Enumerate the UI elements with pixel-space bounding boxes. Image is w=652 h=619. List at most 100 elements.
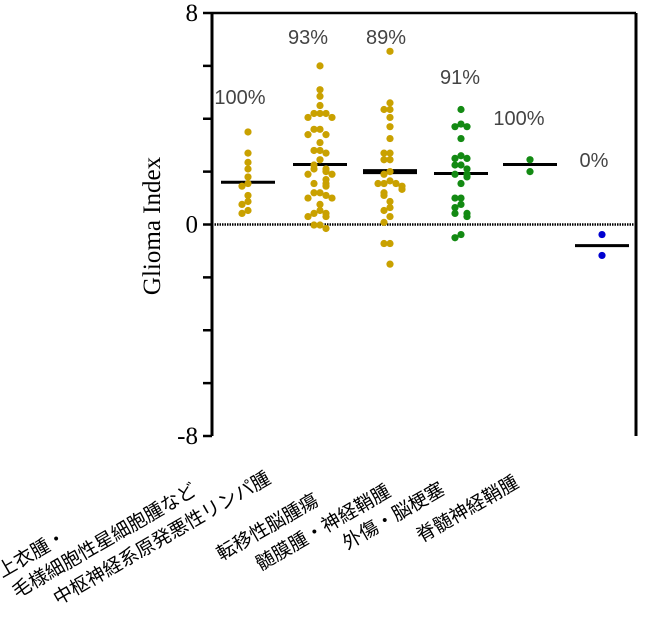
- data-point: [310, 209, 318, 217]
- y-axis: 8 0 -8: [177, 0, 212, 450]
- data-point: [463, 212, 471, 221]
- data-point: [451, 234, 459, 242]
- data-point: [386, 203, 394, 212]
- data-point: [380, 239, 388, 248]
- data-point: [244, 149, 252, 157]
- data-point: [451, 154, 459, 163]
- data-point: [304, 194, 312, 202]
- data-point: [316, 109, 324, 118]
- data-point: [463, 154, 471, 163]
- group-6: 0%: [575, 150, 629, 260]
- data-point: [304, 170, 312, 178]
- data-point: [316, 138, 324, 147]
- data-point: [392, 179, 400, 188]
- x-axis-labels: 上衣腫・毛様細胞性星細胞腫など中枢神経系原発悪性リンパ腫転移性脳腫瘍髄膜腫・神経…: [0, 467, 523, 610]
- data-point: [328, 170, 336, 178]
- data-point: [451, 161, 459, 169]
- group-5: 100%: [493, 108, 557, 176]
- data-point: [386, 105, 394, 114]
- data-point: [316, 125, 324, 133]
- y-tick-label: 8: [186, 0, 199, 27]
- data-point: [316, 156, 324, 164]
- data-point: [380, 218, 388, 226]
- data-point: [244, 179, 252, 188]
- data-point: [386, 168, 394, 176]
- data-point: [380, 170, 388, 178]
- data-point: [244, 158, 252, 166]
- data-point: [316, 86, 324, 94]
- data-point: [244, 206, 252, 215]
- data-point: [316, 206, 324, 215]
- data-point: [386, 156, 394, 164]
- data-point: [457, 120, 465, 128]
- group-1: 100%: [214, 87, 275, 217]
- data-point: [386, 47, 394, 55]
- data-point: [322, 224, 330, 233]
- data-point: [451, 194, 459, 202]
- data-point: [380, 191, 388, 200]
- data-point: [244, 128, 252, 136]
- data-point: [244, 191, 252, 200]
- percent-label: 0%: [580, 150, 609, 172]
- data-point: [322, 131, 330, 139]
- data-point: [457, 194, 465, 202]
- data-point: [310, 179, 318, 188]
- data-point: [310, 221, 318, 229]
- data-point: [244, 197, 252, 206]
- data-point: [386, 197, 394, 206]
- data-point: [380, 206, 388, 215]
- data-point: [380, 105, 388, 114]
- data-point: [322, 109, 330, 118]
- data-point: [322, 212, 330, 221]
- data-point: [328, 194, 336, 202]
- data-point: [457, 200, 465, 209]
- data-point: [310, 165, 318, 173]
- data-point: [398, 185, 406, 193]
- data-point: [386, 177, 394, 185]
- y-tick-label: -8: [177, 423, 198, 450]
- data-point: [304, 113, 312, 122]
- data-point: [451, 209, 459, 217]
- data-point: [457, 105, 465, 114]
- data-point: [457, 230, 465, 239]
- data-point: [451, 123, 459, 131]
- data-point: [238, 209, 246, 217]
- data-point: [451, 203, 459, 212]
- data-point: [386, 212, 394, 221]
- data-point: [322, 182, 330, 190]
- y-tick-label: 0: [186, 212, 199, 239]
- plot-frame: [210, 11, 638, 436]
- data-point: [526, 168, 534, 176]
- data-point: [386, 149, 394, 157]
- data-point: [386, 99, 394, 107]
- data-point: [386, 123, 394, 131]
- data-point: [328, 113, 336, 122]
- data-point: [386, 239, 394, 248]
- data-point: [380, 149, 388, 157]
- data-point: [322, 168, 330, 176]
- data-point: [380, 156, 388, 164]
- data-point: [310, 109, 318, 118]
- percent-label: 100%: [493, 108, 544, 130]
- data-point: [386, 113, 394, 122]
- group-4: 91%: [434, 67, 488, 242]
- y-axis-title: Glioma Index: [139, 156, 166, 295]
- data-marks: 100% 93% 89% 91% 100% 0%: [214, 27, 629, 268]
- data-point: [316, 62, 324, 70]
- data-point: [304, 212, 312, 221]
- data-point: [304, 131, 312, 139]
- data-point: [322, 149, 330, 157]
- data-point: [316, 146, 324, 155]
- data-point: [457, 179, 465, 188]
- data-point: [316, 189, 324, 197]
- data-point: [310, 125, 318, 133]
- data-point: [598, 230, 606, 239]
- data-point: [322, 191, 330, 200]
- data-point: [457, 134, 465, 143]
- percent-label: 93%: [288, 27, 328, 49]
- data-point: [386, 260, 394, 268]
- data-point: [316, 200, 324, 209]
- data-point: [316, 92, 324, 100]
- group-2: 93%: [288, 27, 347, 233]
